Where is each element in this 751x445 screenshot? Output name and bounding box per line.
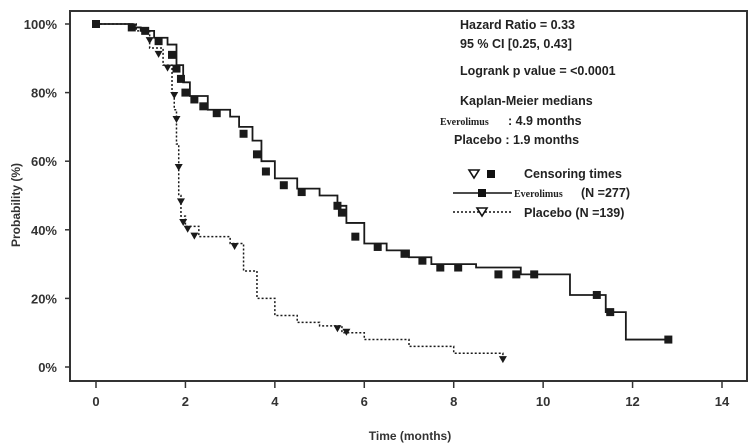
hazard-ratio-text: Hazard Ratio = 0.33 [460, 18, 575, 32]
censor-marker-square [279, 181, 288, 190]
censor-marker-square [261, 167, 270, 176]
censor-marker-triangle [154, 50, 163, 58]
censor-marker-square [172, 64, 181, 73]
y-tick-label: 40% [31, 223, 57, 238]
censor-marker-square [373, 242, 382, 251]
censor-marker-square [212, 109, 221, 118]
median-everolimus-name: Everolimus [440, 117, 489, 128]
legend-everolimus-n: (N =277) [581, 186, 630, 200]
censor-marker-triangle [342, 328, 351, 336]
series-layer [92, 20, 673, 364]
censor-marker-triangle [174, 164, 183, 172]
series-placebo [96, 23, 507, 364]
legend-placebo-label: Placebo (N =139) [524, 206, 624, 220]
censor-marker-square [592, 290, 601, 299]
censor-marker-square [337, 208, 346, 217]
x-tick-label: 2 [182, 394, 189, 409]
censor-marker-triangle [333, 325, 342, 333]
censor-marker-triangle [172, 116, 181, 124]
censor-marker-square [239, 129, 248, 138]
legend-censor-triangle-icon [467, 169, 481, 180]
censor-marker-square [190, 95, 199, 104]
censor-marker-square [418, 256, 427, 265]
logrank-text: Logrank p value = <0.0001 [460, 64, 616, 78]
censor-marker-square [512, 270, 521, 279]
censor-marker-square [252, 150, 261, 159]
censor-marker-square [454, 263, 463, 272]
x-tick-label: 6 [361, 394, 368, 409]
legend-placebo-marker-icon [475, 207, 489, 218]
censor-marker-triangle [190, 232, 199, 240]
censor-marker-square [297, 188, 306, 197]
censor-marker-square [154, 37, 163, 46]
censor-marker-triangle [176, 198, 185, 206]
x-tick-label: 0 [92, 394, 99, 409]
x-axis: 0 2 4 6 8 10 12 14 [92, 381, 730, 409]
plot-frame [69, 10, 748, 382]
y-tick-label: 80% [31, 86, 57, 101]
legend-everolimus-marker-icon [478, 189, 486, 197]
censor-marker-triangle [179, 218, 188, 226]
y-tick-label: 60% [31, 154, 57, 169]
censor-marker-triangle [498, 356, 507, 364]
censor-marker-square [400, 249, 409, 258]
x-tick-label: 8 [450, 394, 457, 409]
median-placebo-text: Placebo : 1.9 months [454, 133, 579, 147]
y-tick-label: 20% [31, 291, 57, 306]
censor-marker-triangle [183, 225, 192, 233]
km-curve-placebo [96, 23, 504, 361]
ci-text: 95 % CI [0.25, 0.43] [460, 37, 572, 51]
censor-marker-triangle [230, 242, 239, 250]
y-axis-title: Probability (%) [9, 163, 23, 247]
censor-marker-triangle [170, 92, 179, 100]
legend: Censoring times Everolimus (N =277) Plac… [453, 167, 630, 220]
series-everolimus [92, 20, 673, 344]
x-tick-label: 14 [715, 394, 730, 409]
censor-marker-square [333, 201, 342, 210]
x-tick-label: 4 [271, 394, 279, 409]
legend-everolimus-name: Everolimus [514, 189, 563, 200]
x-axis-title: Time (months) [369, 429, 451, 443]
censor-marker-square [127, 23, 136, 32]
y-tick-label: 100% [24, 17, 58, 32]
legend-censoring-label: Censoring times [524, 167, 622, 181]
censor-marker-square [494, 270, 503, 279]
y-axis: 0% 20% 40% 60% 80% 100% [24, 17, 70, 375]
censor-marker-square [436, 263, 445, 272]
censor-marker-square [351, 232, 360, 241]
censor-marker-square [176, 74, 185, 83]
annotation-block: Hazard Ratio = 0.33 95 % CI [0.25, 0.43]… [440, 18, 616, 147]
legend-censor-square-icon [487, 170, 495, 178]
censor-marker-square [664, 335, 673, 344]
censor-marker-square [181, 88, 190, 97]
km-curve-everolimus [96, 23, 669, 341]
censor-marker-square [168, 50, 177, 59]
censor-marker-square [199, 102, 208, 111]
median-everolimus-value: : 4.9 months [508, 114, 582, 128]
censor-marker-square [530, 270, 539, 279]
x-tick-label: 10 [536, 394, 550, 409]
y-tick-label: 0% [38, 360, 57, 375]
km-medians-title: Kaplan-Meier medians [460, 94, 593, 108]
censor-marker-triangle [145, 37, 154, 45]
censor-marker-triangle [163, 64, 172, 72]
censor-marker-square [606, 308, 615, 317]
x-tick-label: 12 [625, 394, 639, 409]
